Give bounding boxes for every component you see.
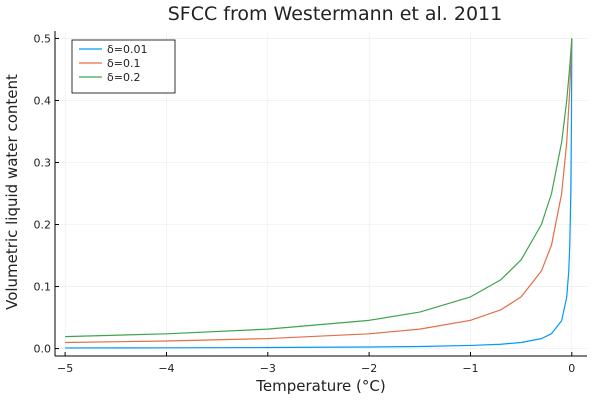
y-tick-label: 0.0 [34,343,52,356]
tick-labels: −5 −4 −3 −2 −1 0 0.0 0.1 0.2 0.3 0.4 0.5 [34,32,576,375]
x-axis-label: Temperature (°C) [255,377,385,395]
y-axis-label: Volumetric liquid water content [3,74,21,310]
y-tick-label: 0.3 [34,156,52,169]
y-tick-label: 0.5 [34,32,52,45]
series-layer [65,38,573,349]
x-tick-label: −2 [361,362,377,375]
x-tick-label: −4 [158,362,174,375]
legend: δ=0.01δ=0.1δ=0.2 [71,39,176,94]
x-tick-label: −5 [57,362,73,375]
legend-label-2: δ=0.1 [107,57,140,70]
grid [55,31,587,356]
x-tick-label: −3 [260,362,276,375]
y-tick-label: 0.1 [34,281,52,294]
legend-label-1: δ=0.01 [107,43,147,56]
series-line-1 [65,38,573,349]
chart-title: SFCC from Westermann et al. 2011 [168,3,503,25]
legend-label-3: δ=0.2 [107,71,140,84]
x-tick-label: −1 [462,362,478,375]
x-tick-label: 0 [568,362,575,375]
axes [54,31,587,357]
y-tick-label: 0.4 [34,94,52,107]
y-tick-label: 0.2 [34,219,52,232]
series-line-3 [65,38,573,338]
series-line-2 [65,38,573,344]
